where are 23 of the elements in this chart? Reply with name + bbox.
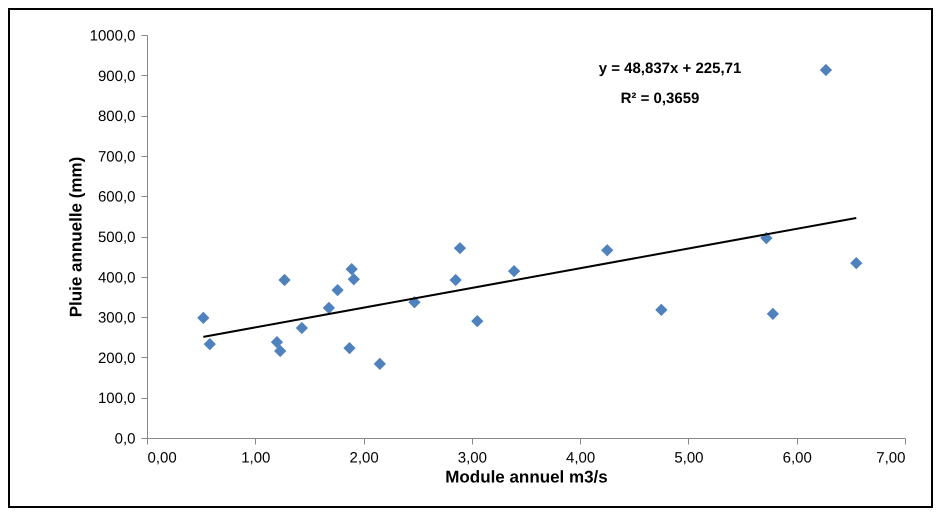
y-tick-label: 500,0 <box>98 229 136 246</box>
y-tick-label: 300,0 <box>98 310 136 327</box>
x-tick-label: 4,00 <box>566 450 596 466</box>
y-tick-label: 200,0 <box>98 350 136 367</box>
y-tick-label: 100,0 <box>98 390 136 408</box>
x-tick-label: 7,00 <box>876 450 906 466</box>
x-axis-title: Module annuel m3/s <box>445 468 608 486</box>
x-tick-label: 6,00 <box>782 450 812 466</box>
y-tick-label: 800,0 <box>98 108 136 126</box>
x-tick-label: 3,00 <box>458 450 487 466</box>
y-tick-label: 600,0 <box>98 188 136 206</box>
x-tick-label: 1,00 <box>241 450 270 466</box>
y-tick-label: 400,0 <box>98 269 136 286</box>
y-tick-label: 0,0 <box>114 430 136 448</box>
y-tick-label: 700,0 <box>98 148 136 166</box>
y-tick-label: 1000,0 <box>90 28 136 44</box>
annotation: y = 48,837x + 225,71 <box>598 60 742 77</box>
x-tick-label: 5,00 <box>674 450 704 466</box>
x-tick-label: 2,00 <box>349 450 379 466</box>
y-axis-title: Pluie annuelle (mm) <box>66 156 86 318</box>
annotation: R² = 0,3659 <box>620 90 700 107</box>
x-tick-label: 0,00 <box>148 450 177 466</box>
y-tick-label: 900,0 <box>98 68 136 85</box>
